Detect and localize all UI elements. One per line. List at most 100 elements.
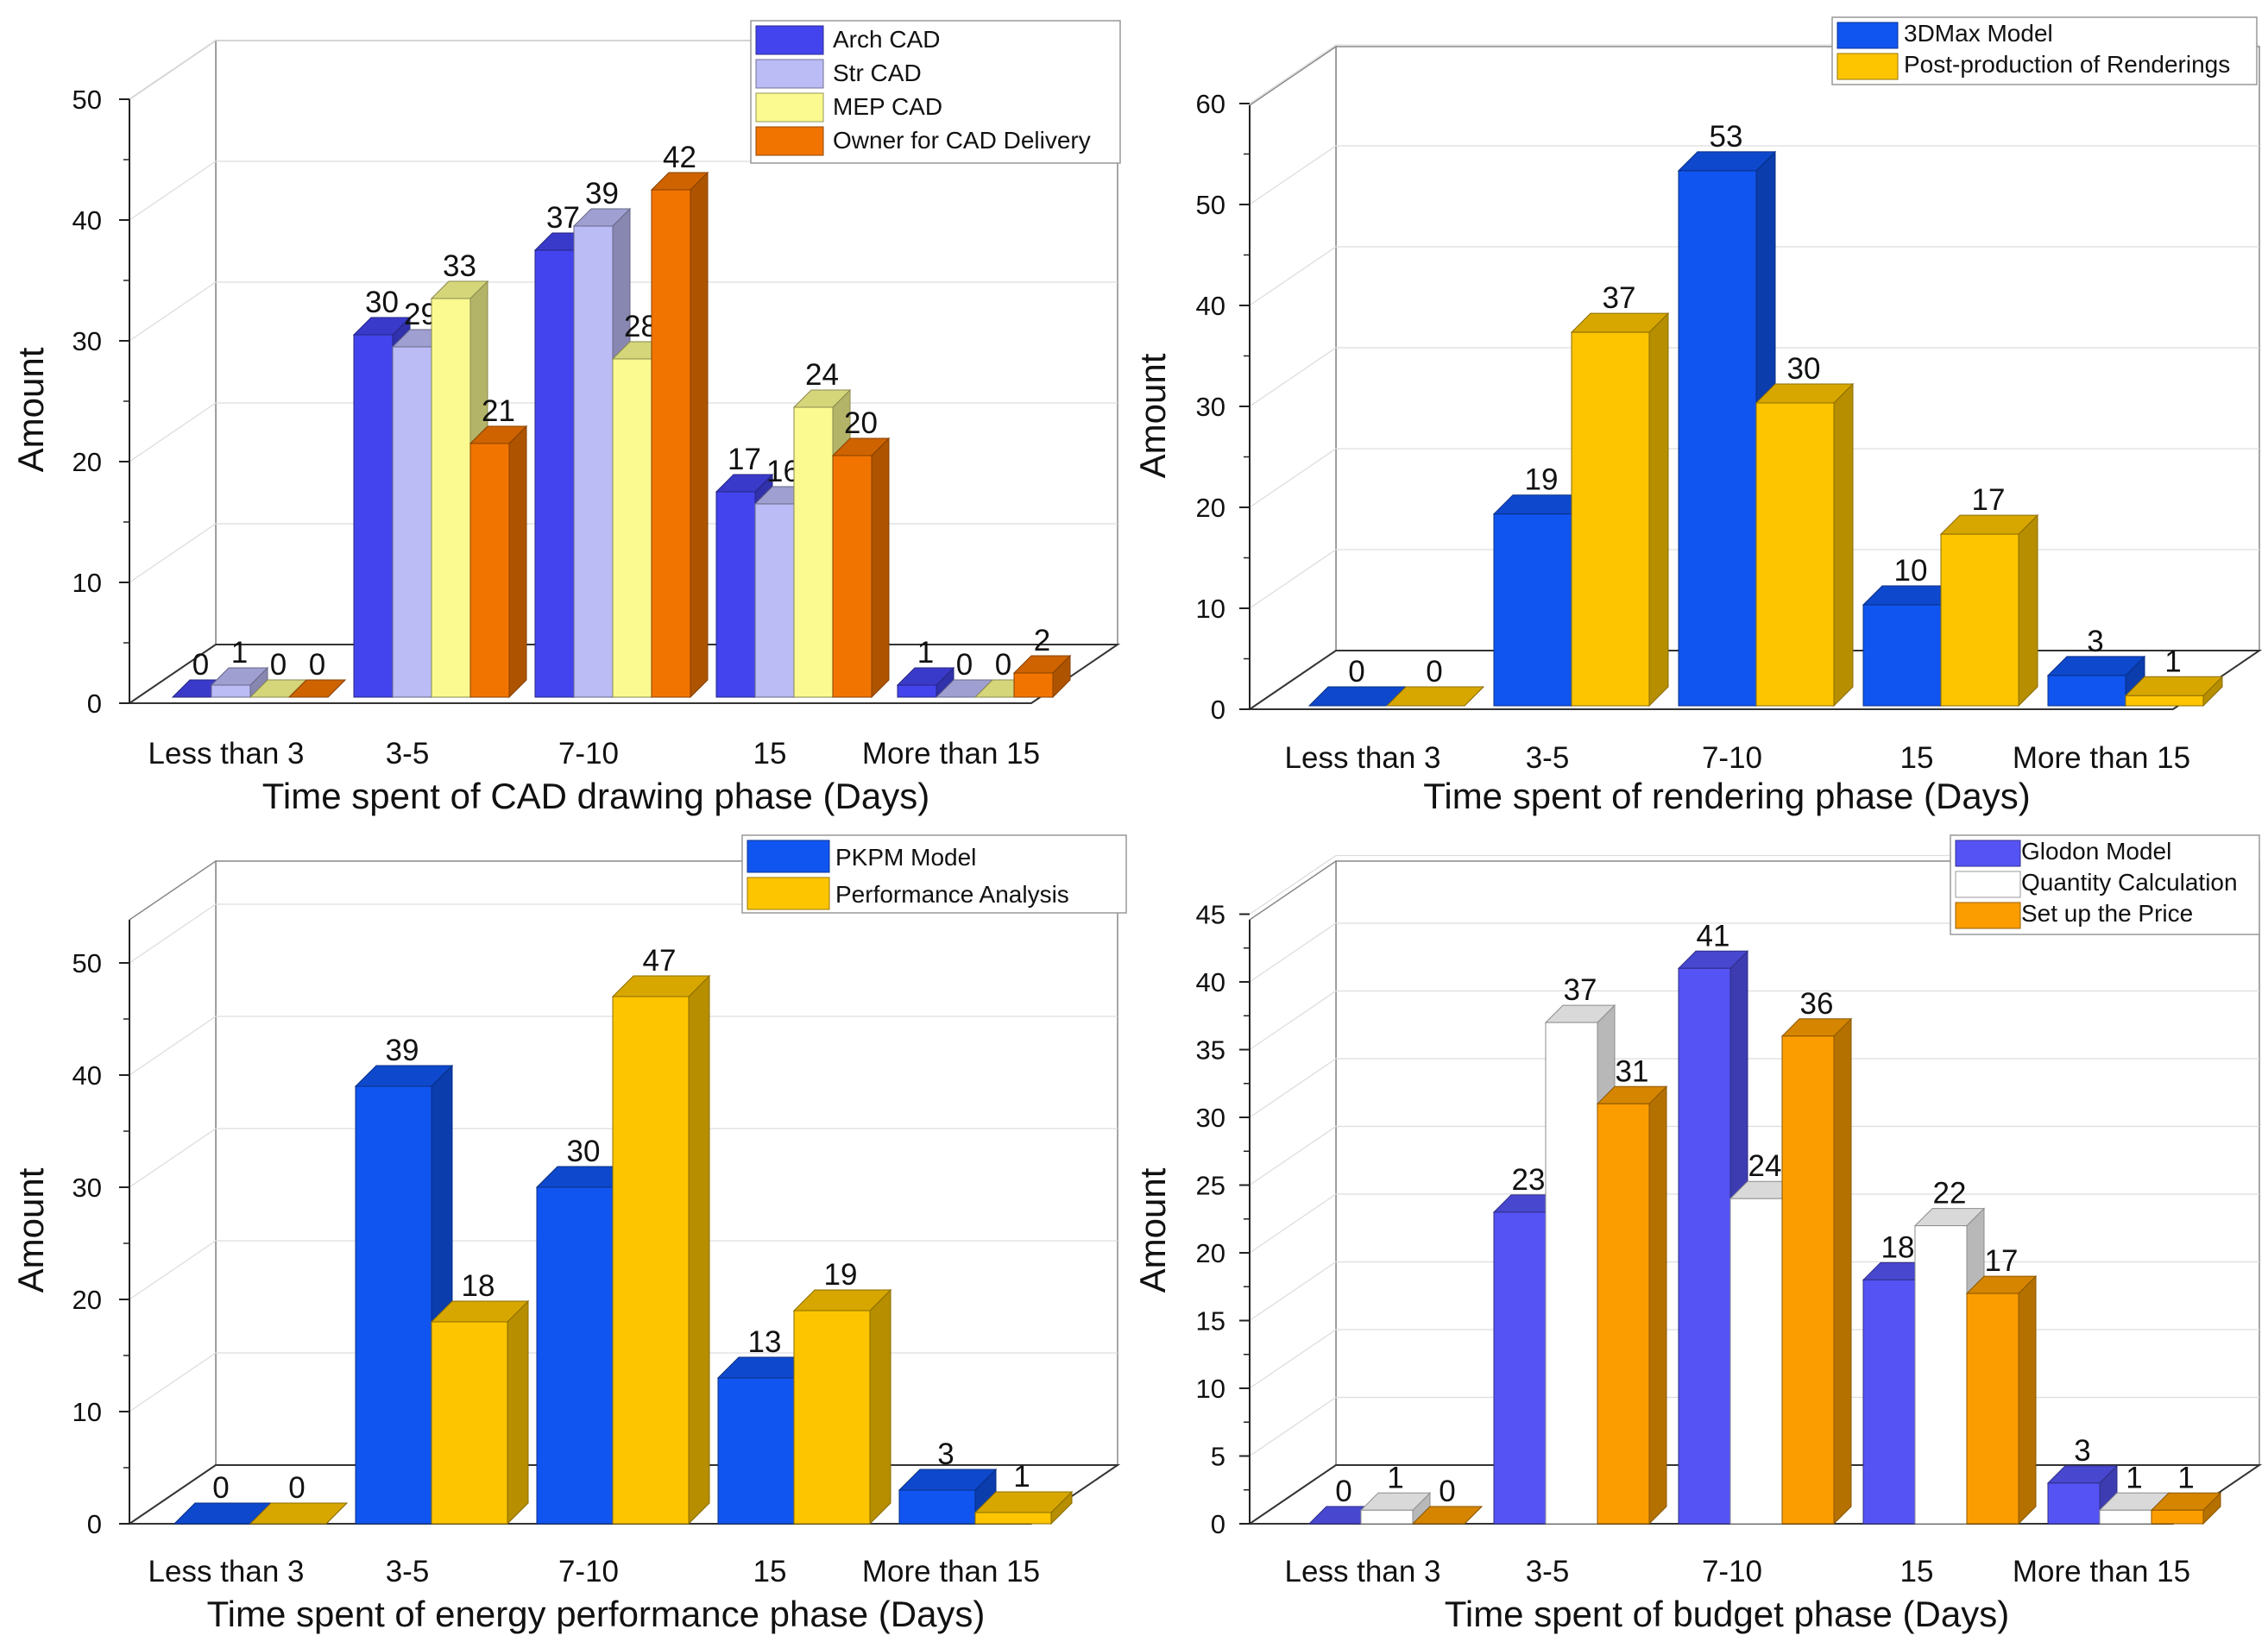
chart-1-data-label: 0 [309,648,325,682]
chart-2-bar-post-production-of-renderings [1939,513,2039,708]
chart-2-legend: 3DMax Model Post-production of Renderings [1831,16,2258,85]
chart-3-bar-front [431,1321,508,1525]
chart-1-side-wall [129,39,217,705]
chart-1-data-label: 39 [585,177,619,211]
chart-2-bar-side [2018,513,2038,708]
chart-4-data-label: 1 [2177,1461,2194,1494]
chart-4-side-wall [1249,859,1337,1525]
chart-1-data-label: 1 [231,636,248,670]
chart-2-gridline [1249,246,2259,306]
chart-3-category-label: 3-5 [386,1555,430,1588]
chart-2-gridline [1249,347,2259,407]
chart-1-y-tick-label: 50 [72,85,102,115]
chart-1-bar-front [431,298,471,698]
chart-1-data-label: 33 [443,249,476,283]
chart-3-legend-label: PKPM Model [835,844,976,871]
chart-2-y-tick-label: 0 [1211,695,1225,725]
chart-2-legend-label: 3DMax Model [1904,20,2053,47]
chart-2-data-label: 0 [1348,655,1364,689]
chart-1-category-label: 15 [753,737,787,771]
chart-4-y-tick-label: 5 [1211,1442,1225,1472]
chart-4-legend-swatch-glodon-model [1955,840,2021,867]
chart-4-bar-front [2099,1509,2152,1525]
chart-1-data-label: 30 [365,286,399,319]
chart-4-data-label: 1 [2126,1461,2142,1494]
chart-2-data-label: 1 [2164,645,2181,678]
chart-1-legend-label: Arch CAD [833,26,940,53]
chart-2-data-label: 10 [1894,554,1928,588]
chart-2-bar-front [1571,331,1650,707]
chart-2-y-tick-label: 50 [1196,190,1225,220]
chart-4-legend-label: Quantity Calculation [2021,869,2238,896]
chart-1-bar-owner-for-cad-delivery [650,171,709,699]
chart-4-bar-front [2047,1482,2101,1525]
chart-3-x-axis-title: Time spent of energy performance phase (… [207,1594,986,1634]
chart-2-data-label: 30 [1787,352,1821,386]
chart-1-x-axis-title: Time spent of CAD drawing phase (Days) [262,776,929,816]
chart-4-category-label: 15 [1900,1555,1934,1588]
chart-3-category-label: More than 15 [862,1555,1040,1588]
chart-1-data-label: 0 [270,648,287,682]
chart-3-bar-performance-analysis [611,974,711,1525]
chart-1-bar-side [871,437,890,699]
chart-1-data-label: 42 [663,141,696,174]
chart-1-legend-swatch-str-cad [755,59,824,89]
chart-1-data-label: 1 [917,636,934,670]
chart-1-legend-swatch-arch-cad [755,25,824,55]
chart-1-data-label: 24 [805,358,839,392]
chart-1-bar-front [1013,672,1054,698]
chart-1-legend-swatch-mep-cad [755,92,824,123]
chart-2-side-wall [1249,45,1337,711]
chart-3-data-label: 19 [824,1258,858,1292]
chart-2-y-tick-label: 10 [1196,594,1225,624]
chart-2-category-label: 7-10 [1702,741,1762,775]
chart-3-bar-side [869,1288,891,1525]
chart-2-category-label: Less than 3 [1285,741,1441,775]
chart-2-data-label: 0 [1426,655,1442,689]
chart-1-y-tick-label: 10 [72,568,102,598]
chart-4-bar-quantity-calculation [1359,1492,1432,1525]
chart-4-gridline [1249,1193,2259,1254]
chart-4-bar-set-up-the-price [2150,1492,2222,1525]
chart-4-category-label: More than 15 [2013,1555,2190,1588]
chart-1-y-tick-label: 0 [87,689,102,719]
chart-2-bar-side [1648,311,1669,708]
chart-4-bar-front [1493,1211,1547,1525]
chart-2-gridline [1249,448,2259,508]
chart-2-bar-front [1862,604,1942,707]
chart-1-legend-swatch-owner-for-cad-delivery [755,126,824,156]
chart-2-gridline [1249,145,2259,205]
chart-4-bar-front [1545,1022,1598,1525]
chart-4-bar-front [1678,967,1731,1525]
chart-4-bar-side [1648,1085,1667,1525]
chart-1-y-tick-label: 40 [72,205,102,236]
chart-3-category-label: Less than 3 [148,1555,305,1588]
chart-4-category-label: 7-10 [1702,1555,1762,1588]
chart-3-legend: PKPM Model Performance Analysis [741,834,1127,914]
chart-3-gridline [129,1240,1118,1300]
chart-4-gridline [1249,990,2259,1051]
chart-2-x-axis-title: Time spent of rendering phase (Days) [1423,776,2030,816]
chart-4-data-label: 24 [1748,1149,1782,1183]
chart-4-data-label: 23 [1512,1163,1546,1197]
chart-1-y-tick-label: 30 [72,326,102,356]
chart-2-bar-front [2047,675,2126,707]
chart-4-y-tick-label: 15 [1196,1306,1225,1337]
chart-1-bar-front [754,503,795,698]
chart-1-bar-front [612,358,652,698]
chart-3-y-axis-title: Amount [10,1167,51,1293]
chart-4-bar-top [1411,1506,1484,1525]
chart-3-bar-performance-analysis [973,1490,1074,1525]
chart-2-bar-post-production-of-renderings [1755,382,1855,708]
chart-1-bar-owner-for-cad-delivery [1012,654,1072,699]
chart-3-data-label: 18 [462,1269,495,1303]
chart-3-legend-label: Performance Analysis [835,881,1069,908]
chart-3-bar-front [793,1310,871,1525]
chart-1-data-label: 17 [728,443,761,476]
chart-3-data-label: 3 [937,1437,954,1471]
chart-3-y-tick-label: 0 [87,1509,102,1539]
chart-4-bar-set-up-the-price [1780,1017,1853,1525]
chart-4-y-tick-label: 10 [1196,1374,1225,1404]
chart-1-data-label: 0 [192,648,209,682]
